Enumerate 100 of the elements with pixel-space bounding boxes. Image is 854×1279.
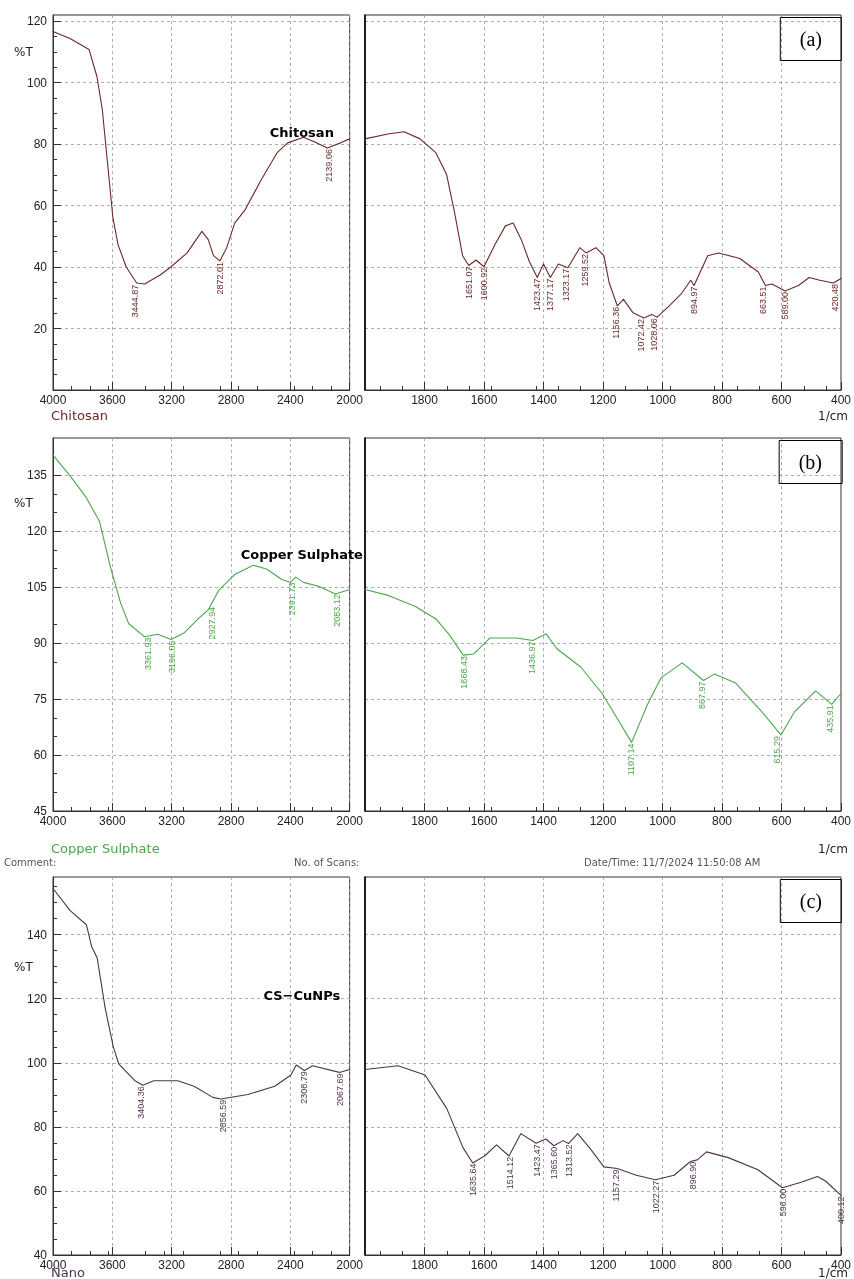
annotation: 867.97: [696, 681, 707, 709]
annotation: 3444.87: [130, 284, 141, 318]
y-tick-label: 60: [33, 1183, 48, 1198]
annotation: 1156.36: [610, 306, 621, 339]
text: (a): [799, 28, 823, 51]
annotation: CS−CuNPs: [263, 987, 341, 1003]
y-tick-label: 120: [26, 524, 48, 539]
annotation: 2872.01: [215, 261, 226, 295]
annotation: 1259.52: [580, 253, 591, 287]
y-axis-title: %T: [14, 44, 34, 59]
annotation: 2067.69: [334, 1073, 345, 1106]
annotation: Copper Sulphate: [240, 547, 364, 563]
y-tick-label: 60: [33, 748, 48, 763]
annotation: 1600.92: [478, 267, 489, 301]
x-tick-label: 1200: [589, 393, 617, 407]
annotation: 2391.73: [286, 582, 297, 616]
x-tick-label: 3200: [158, 814, 186, 828]
text: Comment:: [4, 856, 57, 868]
y-tick-label: 120: [26, 991, 48, 1006]
annotation: 1107.14: [625, 743, 636, 776]
annotation: 1436.97: [527, 641, 538, 675]
y-tick-label: 20: [33, 321, 48, 336]
annotation: 3196.05: [167, 640, 178, 673]
x-tick-label: 3200: [158, 1258, 186, 1272]
y-tick-label: 135: [26, 468, 48, 483]
y-tick-label: 100: [26, 1055, 48, 1070]
annotation: 1323.17: [561, 268, 572, 302]
x-tick-label: 2800: [217, 393, 245, 407]
y-tick-label: 100: [26, 75, 48, 90]
annotation: 1028.06: [649, 318, 660, 351]
annotation: 894.97: [688, 286, 699, 315]
text: Chitosan: [51, 408, 108, 423]
x-tick-label: 600: [771, 1258, 792, 1272]
x-tick-label: 1800: [411, 1258, 439, 1272]
annotation: 1651.07: [463, 266, 474, 300]
y-tick-label: 80: [33, 1119, 48, 1134]
y-tick-label: 140: [26, 927, 48, 942]
y-tick-label: 90: [33, 636, 48, 651]
annotation: 2856.59: [217, 1099, 228, 1133]
annotation: 589.00: [779, 292, 790, 320]
annotation: 1157.29: [610, 1169, 621, 1202]
x-tick-label: 400: [830, 393, 852, 407]
x-tick-label: 1600: [470, 814, 498, 828]
x-tick-label: 800: [711, 1258, 733, 1272]
x-axis-title: 1/cm: [818, 842, 848, 856]
y-tick-label: 75: [33, 692, 48, 707]
annotation: 596.00: [777, 1188, 788, 1217]
x-tick-label: 1600: [470, 393, 498, 407]
annotation: 1635.64: [468, 1163, 479, 1196]
x-tick-label: 2000: [336, 1258, 364, 1272]
annotation: 615.29: [771, 735, 782, 764]
x-tick-label: 1000: [649, 1258, 677, 1272]
annotation: 663.51: [757, 286, 768, 315]
y-tick-label: 60: [33, 198, 48, 213]
annotation: 420.48: [829, 284, 840, 312]
annotation: 1072.42: [635, 319, 646, 352]
x-tick-label: 2400: [276, 814, 304, 828]
x-tick-label: 2400: [276, 1258, 304, 1272]
x-tick-label: 3600: [98, 814, 126, 828]
text: (c): [799, 890, 823, 913]
annotation: 3361.93: [142, 637, 153, 670]
x-tick-label: 1800: [411, 393, 439, 407]
chart-subtitle: Date/Time: 11/7/2024 11:50:08 AM: [584, 856, 761, 868]
x-tick-label: 1800: [411, 814, 439, 828]
x-tick-label: 1400: [530, 814, 558, 828]
x-tick-label: 800: [711, 814, 733, 828]
annotation: 1423.47: [531, 1144, 542, 1177]
x-tick-label: 2000: [336, 393, 364, 407]
x-tick-label: 1400: [530, 393, 558, 407]
annotation: 1423.47: [531, 278, 542, 312]
annotation: 2927.94: [207, 606, 218, 640]
x-tick-label: 800: [711, 393, 733, 407]
text: Copper Sulphate: [51, 841, 160, 856]
annotation: 1365.60: [548, 1146, 559, 1180]
y-tick-label: 80: [33, 137, 48, 152]
annotation: 1377.17: [545, 278, 556, 312]
y-axis-title: %T: [14, 959, 34, 974]
x-tick-label: 600: [771, 814, 792, 828]
x-tick-label: 2800: [217, 814, 245, 828]
x-tick-label: 2000: [336, 814, 364, 828]
annotation: 400.12: [835, 1196, 846, 1224]
y-axis-title: %T: [14, 496, 34, 511]
y-tick-label: 105: [26, 580, 48, 595]
text: No. of Scans:: [294, 856, 360, 868]
annotation: 1668.43: [458, 656, 469, 689]
annotation: 435.91: [825, 705, 836, 733]
annotation: Chitosan: [269, 124, 334, 140]
x-tick-label: 1400: [530, 1258, 558, 1272]
x-tick-label: 1200: [589, 1258, 617, 1272]
y-tick-label: 40: [33, 260, 48, 275]
annotation: 2083.12: [332, 594, 343, 627]
x-tick-label: 3600: [98, 393, 126, 407]
annotation: 2308.79: [298, 1071, 309, 1104]
x-tick-label: 4000: [39, 393, 67, 407]
x-tick-label: 1600: [470, 1258, 498, 1272]
annotation: 2139.06: [324, 149, 335, 182]
x-axis-title: 1/cm: [818, 409, 848, 423]
annotation: 1313.52: [564, 1144, 575, 1178]
x-tick-label: 3600: [98, 1258, 126, 1272]
x-tick-label: 600: [771, 393, 792, 407]
